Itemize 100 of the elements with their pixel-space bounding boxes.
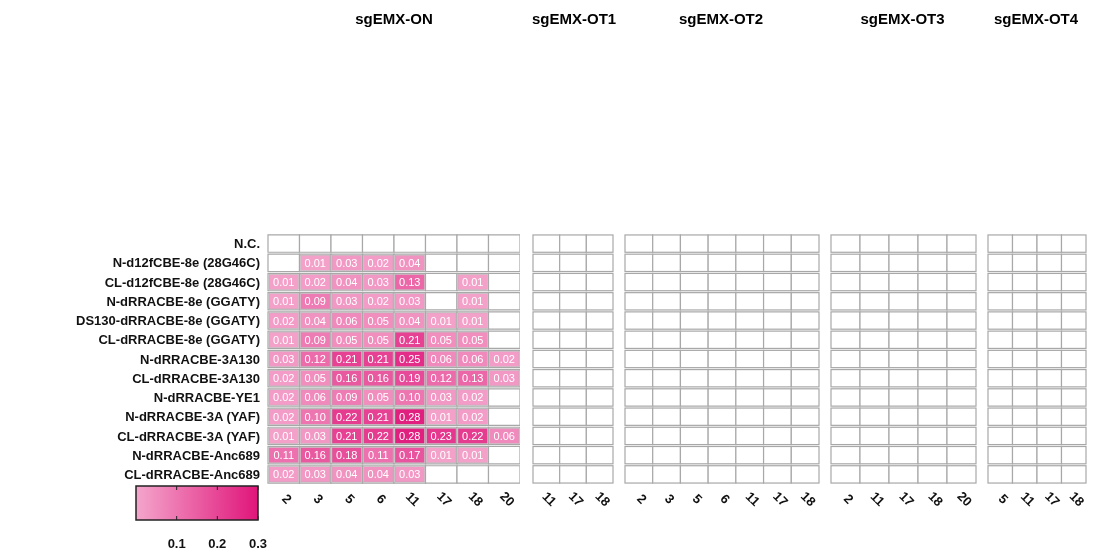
data-label: 0.01	[430, 449, 452, 462]
x-tick-label: 18	[465, 488, 487, 510]
data-label: 0.02	[367, 295, 389, 308]
y-tick-label: CL-dRRACBE-3A130	[132, 370, 260, 386]
data-label: 0.22	[367, 429, 389, 442]
data-label: 0.10	[304, 410, 326, 423]
chart-title: sgEMX-ON	[354, 10, 434, 27]
x-tick-label: 6	[373, 490, 390, 507]
data-label: 0.01	[304, 256, 326, 269]
data-label: 0.13	[462, 372, 484, 385]
y-tick-label: N-dRRACBE-3A (YAF)	[125, 409, 260, 425]
data-label: 0.04	[304, 314, 326, 327]
data-label: 0.01	[430, 410, 452, 423]
data-label: 0.03	[399, 295, 421, 308]
data-label: 0.13	[399, 276, 421, 289]
data-label: 0.01	[462, 449, 484, 462]
text: sgEMX-OT1	[532, 10, 617, 27]
y-tick-label: N-dRRACBE-Anc689	[132, 447, 260, 463]
data-label: 0.28	[399, 429, 421, 442]
x-tick-label: 17	[434, 488, 455, 510]
data-label: 0.03	[399, 468, 421, 481]
data-label: 0.04	[399, 256, 421, 269]
data-label: 0.01	[462, 295, 484, 308]
data-label: 0.05	[367, 333, 389, 346]
data-label: 0.12	[430, 372, 452, 385]
data-label: 0.02	[273, 468, 295, 481]
data-label: 0.25	[399, 353, 421, 365]
data-label: 0.02	[304, 276, 326, 289]
data-label: 0.01	[462, 314, 484, 327]
data-label: 0.03	[367, 276, 389, 289]
text: sgEMX-OT4	[992, 10, 1080, 27]
data-label: 0.02	[462, 410, 484, 423]
data-label: 0.02	[273, 410, 295, 423]
data-label: 0.06	[430, 353, 452, 365]
data-label: 0.21	[336, 353, 358, 365]
color-bar-label: 0.1	[167, 536, 186, 551]
data-label: 0.05	[430, 333, 452, 346]
data-label: 0.16	[336, 372, 358, 385]
y-tick-label: CL-dRRACBE-8e (GGATY)	[98, 332, 260, 348]
data-label: 0.05	[304, 372, 326, 385]
data-label: 0.23	[430, 429, 452, 442]
y-tick-label: CL-dRRACBE-Anc689	[124, 467, 260, 482]
x-tick-label: 5	[342, 490, 358, 507]
data-label: 0.09	[304, 295, 326, 308]
data-label: 0.16	[367, 372, 389, 385]
data-label: 0.02	[273, 314, 295, 327]
y-tick-label: DS130-dRRACBE-8e (GGATY)	[76, 313, 260, 329]
data-label: 0.06	[462, 353, 484, 365]
color-bar-label: 0.3	[248, 536, 268, 551]
data-label: 0.02	[273, 391, 295, 404]
data-label: 0.10	[399, 391, 421, 404]
data-label: 0.11	[367, 449, 389, 462]
data-label: 0.09	[304, 333, 326, 346]
data-label: 0.21	[336, 429, 358, 442]
data-label: 0.05	[462, 333, 484, 346]
data-label: 0.03	[336, 295, 358, 308]
data-label: 0.04	[367, 468, 389, 481]
data-label: 0.21	[367, 353, 389, 365]
data-label: 0.06	[336, 314, 358, 327]
text: sgEMX-OT3	[859, 10, 946, 27]
data-label: 0.11	[273, 449, 295, 462]
data-label: 0.06	[304, 391, 326, 404]
data-label: 0.02	[493, 353, 515, 365]
data-label: 0.22	[336, 410, 358, 423]
x-tick-label: 20	[497, 488, 518, 510]
data-label: 0.02	[367, 256, 389, 269]
data-label: 0.03	[336, 256, 358, 269]
data-label: 0.03	[493, 372, 515, 385]
data-label: 0.03	[273, 353, 295, 365]
data-label: 0.03	[304, 429, 326, 442]
y-tick-label: N-d12fCBE-8e (28G46C)	[112, 255, 260, 271]
y-tick-label: CL-dRRACBE-3A (YAF)	[117, 428, 260, 444]
data-label: 0.19	[399, 372, 421, 385]
data-label: 0.03	[304, 468, 326, 481]
data-label: 0.05	[336, 333, 358, 346]
data-label: 0.01	[273, 333, 295, 346]
data-label: 0.01	[462, 276, 484, 289]
data-label: 0.18	[336, 449, 358, 462]
data-label: 0.05	[367, 391, 389, 404]
data-label: 0.12	[304, 353, 326, 365]
y-tick-label: N-dRRACBE-8e (GGATY)	[106, 293, 260, 309]
x-tick-label: 11	[402, 488, 424, 509]
data-label: 0.01	[430, 314, 452, 327]
color-bar-label: 0.2	[208, 536, 227, 551]
data-label: 0.21	[399, 333, 421, 346]
data-label: 0.04	[399, 314, 421, 327]
data-label: 0.01	[273, 295, 295, 308]
data-label: 0.22	[462, 429, 484, 442]
data-label: 0.09	[336, 391, 358, 404]
data-label: 0.03	[430, 391, 452, 404]
data-label: 0.02	[462, 391, 484, 404]
data-label: 0.17	[399, 449, 421, 462]
data-label: 0.21	[367, 410, 389, 423]
y-tick-label: N-dRRACBE-YE1	[153, 390, 260, 406]
y-tick-label: CL-d12fCBE-8e (28G46C)	[104, 274, 260, 290]
data-label: 0.06	[493, 429, 515, 442]
data-label: 0.04	[336, 276, 358, 289]
data-label: 0.05	[367, 314, 389, 327]
y-tick-label: N-dRRACBE-3A130	[140, 351, 260, 367]
data-label: 0.01	[273, 276, 295, 289]
